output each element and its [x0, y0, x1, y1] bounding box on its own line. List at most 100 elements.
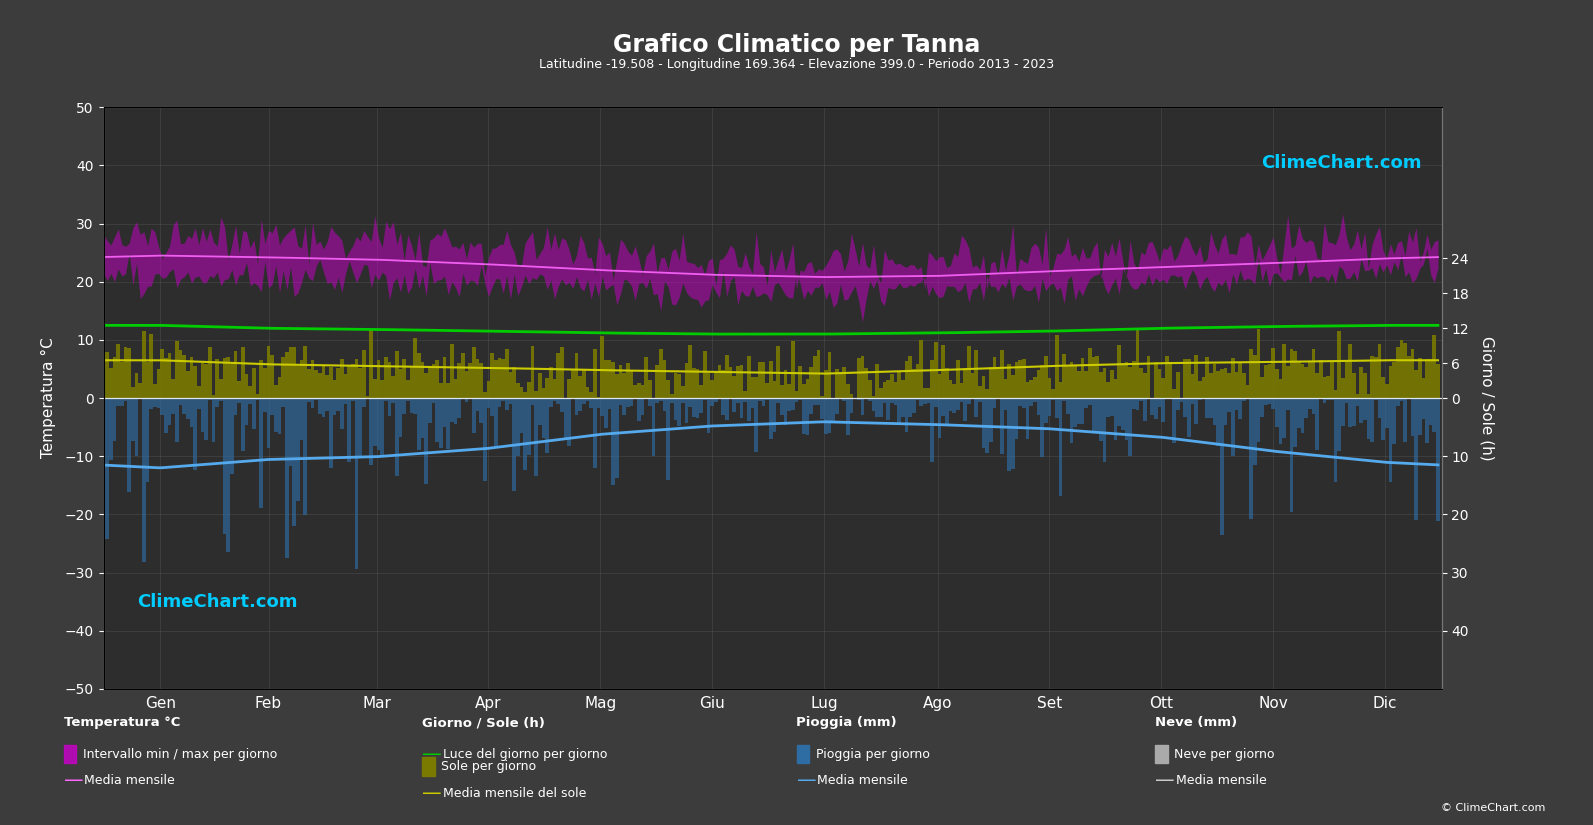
Bar	[1282, 398, 1286, 438]
Text: Luce del giorno per giorno: Luce del giorno per giorno	[443, 747, 607, 761]
Bar	[1184, 359, 1187, 398]
Bar	[1322, 398, 1327, 403]
Bar	[699, 385, 703, 398]
Bar	[1212, 364, 1215, 398]
Bar	[1373, 357, 1378, 398]
Bar	[271, 398, 274, 415]
Bar	[902, 398, 905, 417]
Bar	[135, 398, 139, 456]
Bar	[387, 398, 392, 416]
Bar	[674, 373, 677, 398]
Bar	[449, 343, 454, 398]
Bar	[1330, 398, 1333, 400]
Bar	[1300, 364, 1305, 398]
Bar	[1389, 398, 1392, 482]
Bar	[930, 361, 933, 398]
Bar	[457, 398, 460, 417]
Bar	[204, 365, 209, 398]
Bar	[1337, 398, 1341, 450]
Text: Neve per giorno: Neve per giorno	[1174, 747, 1274, 761]
Text: —: —	[1155, 771, 1174, 790]
Bar	[432, 398, 435, 403]
Bar	[538, 373, 542, 398]
Bar	[449, 398, 454, 422]
Bar	[319, 373, 322, 398]
Bar	[1147, 356, 1150, 398]
Bar	[260, 398, 263, 507]
Bar	[1136, 398, 1139, 410]
Bar	[440, 383, 443, 398]
Bar	[1000, 350, 1004, 398]
Bar	[975, 350, 978, 398]
Bar	[948, 380, 953, 398]
Bar	[1421, 378, 1426, 398]
Bar	[245, 374, 249, 398]
Bar	[409, 367, 413, 398]
Bar	[640, 398, 644, 415]
Bar	[186, 371, 190, 398]
Bar	[201, 398, 204, 432]
Bar	[875, 398, 879, 417]
Bar	[996, 367, 1000, 398]
Bar	[637, 398, 640, 421]
Bar	[660, 349, 663, 398]
Bar	[288, 398, 293, 466]
Bar	[908, 356, 911, 398]
Bar	[161, 398, 164, 415]
Bar	[894, 398, 897, 405]
Bar	[381, 398, 384, 456]
Bar	[875, 364, 879, 398]
Bar	[285, 352, 288, 398]
Bar	[1077, 371, 1080, 398]
Bar	[758, 398, 761, 401]
Bar	[750, 377, 753, 398]
Bar	[1426, 398, 1429, 442]
Bar	[561, 347, 564, 398]
Bar	[167, 353, 172, 398]
Bar	[271, 355, 274, 398]
Bar	[710, 398, 714, 406]
Bar	[832, 398, 835, 422]
Bar	[366, 397, 370, 398]
Bar	[1437, 398, 1440, 521]
Bar	[1136, 329, 1139, 398]
Bar	[801, 384, 806, 398]
Bar	[781, 385, 784, 398]
Bar	[358, 368, 362, 398]
Bar	[1069, 398, 1074, 443]
Bar	[1190, 375, 1195, 398]
Bar	[984, 398, 989, 453]
Bar	[113, 398, 116, 441]
Bar	[1316, 398, 1319, 450]
Bar	[744, 391, 747, 398]
Bar	[916, 364, 919, 398]
Bar	[1021, 398, 1026, 408]
Bar	[648, 380, 652, 398]
Text: —: —	[64, 771, 83, 790]
Bar	[879, 398, 883, 417]
Bar	[1395, 398, 1400, 406]
Bar	[260, 361, 263, 398]
Bar	[691, 369, 696, 398]
Bar	[424, 398, 429, 484]
Text: © ClimeChart.com: © ClimeChart.com	[1440, 803, 1545, 813]
Bar	[655, 398, 660, 403]
Bar	[809, 398, 812, 414]
Text: Sole per giorno: Sole per giorno	[441, 760, 537, 773]
Bar	[124, 398, 127, 401]
Bar	[581, 370, 586, 398]
Bar	[325, 375, 330, 398]
Bar	[476, 398, 479, 411]
Bar	[355, 359, 358, 398]
Bar	[717, 365, 722, 398]
Bar	[460, 353, 465, 398]
Bar	[849, 394, 854, 398]
Bar	[201, 362, 204, 398]
Bar	[1018, 360, 1021, 398]
Bar	[1274, 398, 1279, 427]
Text: ClimeChart.com: ClimeChart.com	[137, 593, 298, 610]
Bar	[336, 398, 339, 411]
Bar	[150, 334, 153, 398]
Bar	[828, 398, 832, 433]
Bar	[835, 398, 838, 414]
